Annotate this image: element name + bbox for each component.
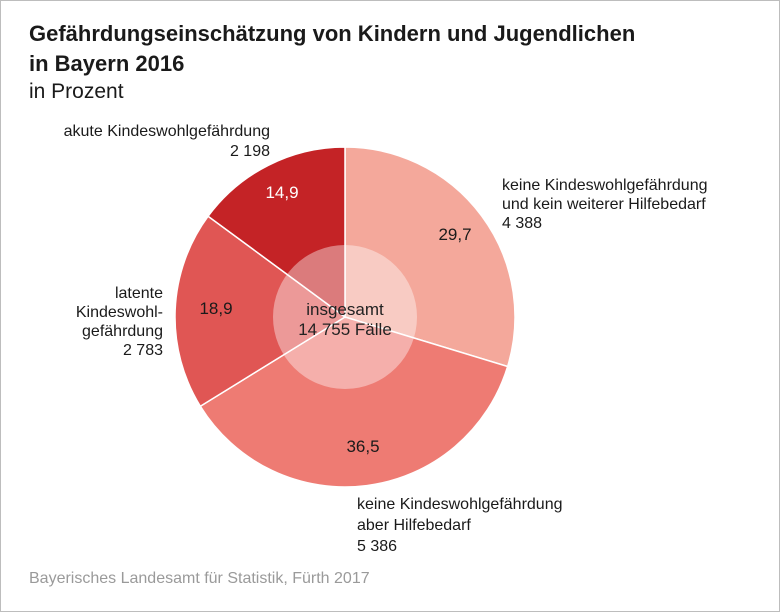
percent-label-3: 18,9 [199, 299, 232, 318]
percent-labels: 29,7 36,5 18,9 14,9 [199, 183, 471, 456]
percent-label-4: 14,9 [265, 183, 298, 202]
slice-label-3-line-3: gefährdung [82, 323, 163, 340]
slice-label-3-line-1: latente [115, 285, 163, 302]
slice-count-1: 4 388 [502, 215, 542, 232]
slice-label-4-line-1: akute Kindeswohlgefährdung [64, 123, 270, 140]
center-label-line-1: insgesamt [306, 300, 384, 319]
slice-count-3: 2 783 [123, 342, 163, 359]
source-note: Bayerisches Landesamt für Statistik, Für… [29, 570, 370, 587]
pie-slice-1 [344, 146, 516, 368]
slice-count-4: 2 198 [230, 143, 270, 160]
chart-title: Gefährdungseinschätzung von Kindern und … [29, 19, 635, 79]
center-circle [273, 245, 417, 389]
title-line-2: in Bayern 2016 [29, 51, 185, 76]
pie-slice-4 [207, 146, 346, 319]
pie-slices [174, 146, 516, 488]
slice-label-3-line-2: Kindeswohl- [76, 304, 163, 321]
slice-label-1-line-2: und kein weiterer Hilfebedarf [502, 196, 706, 213]
center-label-line-2: 14 755 Fälle [298, 320, 392, 339]
slice-count-2: 5 386 [357, 538, 397, 555]
title-line-1: Gefährdungseinschätzung von Kindern und … [29, 21, 636, 46]
pie-slice-3 [174, 215, 347, 408]
slice-label-2-line-2: aber Hilfebedarf [357, 517, 471, 534]
slice-label-2-line-1: keine Kindeswohlgefährdung [357, 496, 562, 513]
chart-subtitle: in Prozent [29, 80, 124, 103]
slice-labels: keine Kindeswohlgefährdung und kein weite… [64, 123, 708, 555]
percent-label-2: 36,5 [346, 437, 379, 456]
percent-label-1: 29,7 [438, 225, 471, 244]
slice-label-1-line-1: keine Kindeswohlgefährdung [502, 177, 707, 194]
